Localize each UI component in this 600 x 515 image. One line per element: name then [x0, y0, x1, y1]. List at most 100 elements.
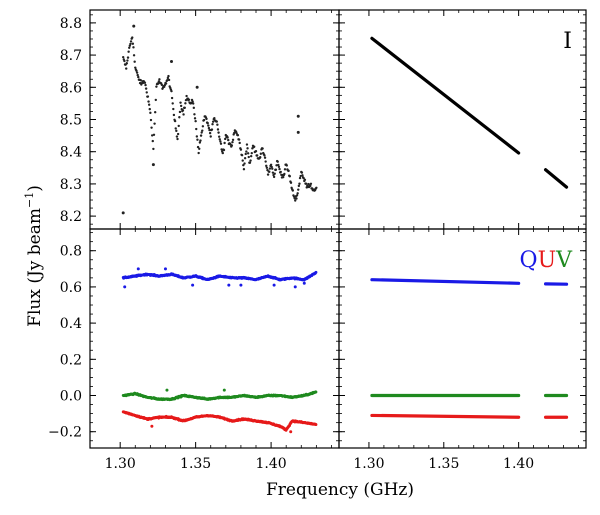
- panel-label: I: [563, 29, 572, 54]
- series-data-QUV: [121, 410, 318, 434]
- x-tick-label: 1.35: [428, 456, 459, 472]
- data-point: [157, 82, 160, 85]
- data-point: [199, 134, 203, 137]
- data-point: [217, 135, 221, 138]
- data-point-outlier: [293, 285, 297, 289]
- data-point: [192, 106, 196, 110]
- data-point: [179, 104, 183, 108]
- data-point: [179, 101, 182, 104]
- y-tick-label: 8.8: [60, 16, 82, 32]
- data-point: [171, 102, 174, 105]
- data-point: [196, 138, 199, 141]
- data-point: [209, 135, 212, 138]
- data-point: [176, 132, 180, 136]
- data-point: [283, 168, 287, 171]
- data-point: [256, 154, 259, 157]
- data-point: [152, 147, 155, 151]
- y-tick-label: 0.0: [60, 389, 82, 405]
- data-point: [175, 129, 178, 133]
- data-point: [177, 124, 180, 128]
- data-point: [191, 100, 194, 103]
- y-tick-label: 0.4: [60, 316, 82, 332]
- data-point: [314, 270, 318, 274]
- data-point: [263, 154, 266, 157]
- x-axis-title: Frequency (GHz): [266, 480, 414, 500]
- data-point-outlier: [239, 283, 243, 287]
- data-point: [134, 66, 137, 69]
- data-point-outlier: [272, 283, 276, 287]
- data-point-outlier: [165, 388, 169, 392]
- data-point: [139, 79, 142, 82]
- panel-frame: [338, 228, 587, 449]
- data-point: [223, 141, 226, 145]
- data-point: [170, 89, 173, 93]
- data-point: [155, 85, 158, 88]
- data-point: [241, 159, 244, 162]
- data-point: [181, 109, 185, 112]
- data-point: [222, 148, 226, 152]
- panel-data-QUV: 1.30 1.35 1.40 −0.2 0.0 0.2 0.4 0.6 0.8: [48, 228, 340, 472]
- data-point: [274, 168, 278, 171]
- data-point: [154, 98, 157, 102]
- y-tick-label: 0.2: [60, 352, 82, 368]
- data-point: [176, 137, 179, 141]
- panel-label-letter: V: [555, 248, 573, 273]
- data-point: [201, 125, 205, 128]
- data-point: [202, 118, 206, 122]
- y-tick-label: 8.3: [60, 177, 82, 193]
- data-point: [196, 145, 200, 149]
- data-point: [135, 71, 139, 74]
- data-point: [278, 167, 281, 171]
- data-point: [273, 172, 276, 175]
- data-point: [200, 131, 203, 134]
- data-point: [277, 163, 280, 167]
- data-point: [264, 160, 267, 163]
- data-point: [184, 102, 187, 105]
- data-point: [147, 100, 150, 103]
- data-point: [288, 175, 292, 178]
- y-tick-label: 8.4: [60, 145, 82, 161]
- data-point: [237, 138, 241, 141]
- data-point: [145, 91, 148, 94]
- data-point: [207, 124, 210, 127]
- data-point: [125, 67, 128, 70]
- data-point: [304, 182, 308, 185]
- data-point: [216, 123, 219, 126]
- data-point: [227, 138, 230, 142]
- data-point: [268, 170, 271, 173]
- data-point: [123, 59, 126, 63]
- y-tick-label: 0.6: [60, 280, 82, 296]
- data-point: [208, 128, 211, 132]
- data-point: [195, 127, 198, 131]
- data-point: [132, 46, 135, 49]
- data-point: [158, 78, 161, 81]
- data-point-outlier: [169, 60, 173, 64]
- data-point: [315, 186, 318, 189]
- data-point: [240, 154, 244, 157]
- data-point: [199, 139, 202, 142]
- data-point: [250, 151, 253, 155]
- data-point: [144, 83, 147, 87]
- data-point: [206, 121, 209, 125]
- panel-grid: 8.2 8.3 8.4 8.5 8.6 8.7 8.8 I 1.30 1.35 1.40 −0.2 0.…: [48, 9, 587, 472]
- data-point: [135, 69, 138, 72]
- series-data-QUV: [121, 388, 318, 402]
- y-axis-title-main: Flux (Jy beam: [25, 208, 45, 327]
- y-tick-label: −0.2: [48, 425, 82, 441]
- data-point: [153, 110, 157, 114]
- panel-data-I: 8.2 8.3 8.4 8.5 8.6 8.7 8.8: [60, 9, 340, 230]
- data-point: [291, 189, 295, 192]
- data-point: [194, 119, 197, 123]
- data-point: [148, 107, 151, 111]
- y-axis-title-close: ): [25, 185, 45, 192]
- data-point: [153, 122, 156, 125]
- data-point: [192, 102, 195, 105]
- data-point: [296, 192, 299, 195]
- panel-label-letter: I: [563, 29, 572, 54]
- data-point: [144, 87, 148, 90]
- data-point: [147, 103, 151, 106]
- x-tick-label: 1.40: [503, 456, 534, 472]
- data-point: [245, 143, 249, 146]
- data-point: [166, 78, 169, 82]
- data-point: [246, 147, 249, 150]
